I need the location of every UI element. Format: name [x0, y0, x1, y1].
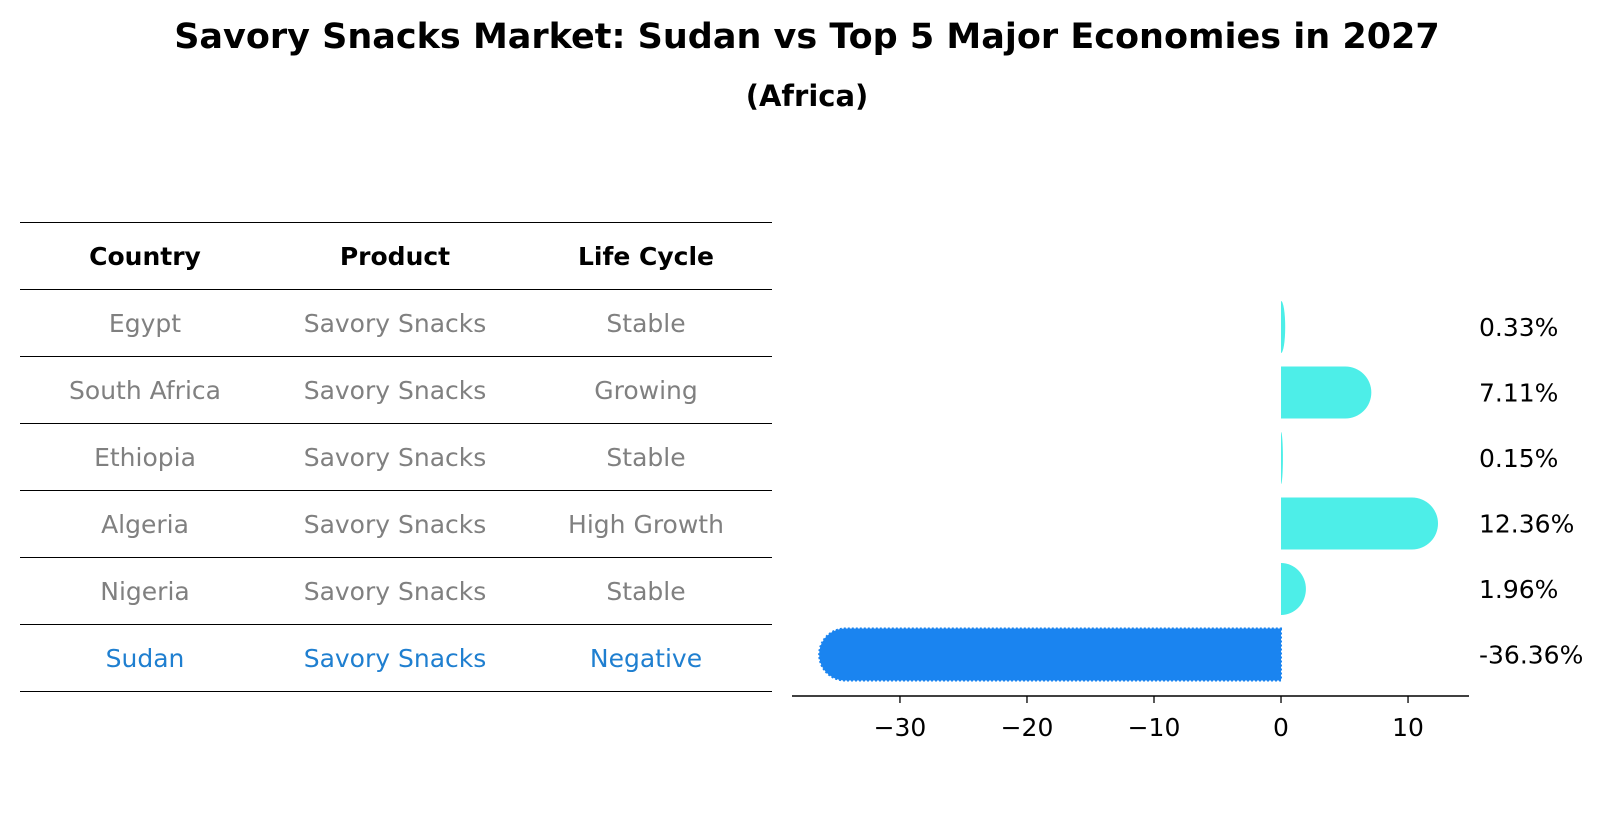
chart-title: Savory Snacks Market: Sudan vs Top 5 Maj… [174, 17, 1440, 57]
cell-life-cycle: Stable [520, 289, 772, 357]
data-label-ethiopia: 0.15% [1479, 444, 1558, 473]
header-country: Country [20, 222, 270, 290]
header-product: Product [270, 222, 520, 290]
chart-subtitle: (Africa) [745, 79, 869, 113]
cell-product: Savory Snacks [270, 557, 520, 625]
life-cycle-table: Country Product Life Cycle Egypt Savory … [20, 222, 772, 692]
data-label-egypt: 0.33% [1479, 313, 1558, 342]
table-row: South Africa Savory Snacks Growing [20, 356, 772, 424]
bar-ethiopia [1281, 432, 1283, 484]
cell-country: South Africa [20, 356, 270, 424]
bar-sudan [818, 627, 1283, 682]
table-row: Ethiopia Savory Snacks Stable [20, 423, 772, 491]
cell-life-cycle: Growing [520, 356, 772, 424]
bar-south-africa [1281, 366, 1372, 419]
bar-nigeria [1281, 563, 1306, 615]
cell-life-cycle: Stable [520, 557, 772, 625]
cell-country: Sudan [20, 624, 270, 692]
cell-product: Savory Snacks [270, 490, 520, 558]
cell-product: Savory Snacks [270, 423, 520, 491]
data-label-nigeria: 1.96% [1479, 575, 1558, 604]
cell-country: Algeria [20, 490, 270, 558]
table-row: Algeria Savory Snacks High Growth [20, 490, 772, 558]
table-row: Egypt Savory Snacks Stable [20, 289, 772, 357]
data-label-algeria: 12.36% [1479, 510, 1574, 539]
bar-algeria [1281, 497, 1439, 550]
data-label-south-africa: 7.11% [1479, 379, 1558, 408]
bar-egypt [1281, 301, 1286, 353]
x-tick-label: 0 [1273, 713, 1289, 742]
cell-life-cycle: Stable [520, 423, 772, 491]
cell-life-cycle: Negative [520, 624, 772, 692]
cell-product: Savory Snacks [270, 624, 520, 692]
header-life-cycle: Life Cycle [520, 222, 772, 290]
table-row-highlight: Sudan Savory Snacks Negative [20, 624, 772, 692]
table-row: Nigeria Savory Snacks Stable [20, 557, 772, 625]
x-tick-label: −10 [1128, 713, 1181, 742]
table-header-row: Country Product Life Cycle [20, 222, 772, 290]
x-tick-label: 10 [1392, 713, 1424, 742]
data-label-sudan: -36.36% [1479, 641, 1583, 670]
cell-product: Savory Snacks [270, 356, 520, 424]
x-tick-label: −20 [1001, 713, 1054, 742]
cell-life-cycle: High Growth [520, 490, 772, 558]
cell-country: Ethiopia [20, 423, 270, 491]
cell-country: Egypt [20, 289, 270, 357]
x-tick-label: −30 [874, 713, 927, 742]
cell-country: Nigeria [20, 557, 270, 625]
cell-product: Savory Snacks [270, 289, 520, 357]
